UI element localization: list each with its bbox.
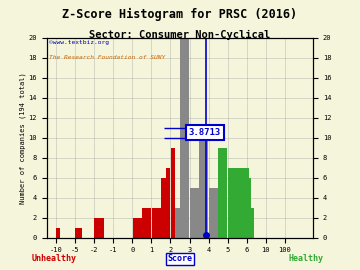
Bar (161, 178, 166, 238)
Bar (166, 168, 170, 238)
Bar (249, 178, 251, 238)
Bar (190, 188, 199, 238)
Text: ©www.textbiz.org: ©www.textbiz.org (49, 40, 109, 45)
Bar (251, 208, 254, 238)
Bar (180, 38, 189, 238)
Bar (94, 218, 104, 238)
Text: Healthy: Healthy (288, 254, 324, 263)
Bar (132, 218, 142, 238)
Text: Unhealthy: Unhealthy (32, 254, 76, 263)
Bar (237, 168, 247, 238)
Text: Z-Score Histogram for PRSC (2016): Z-Score Histogram for PRSC (2016) (62, 8, 298, 21)
Bar (175, 208, 180, 238)
Y-axis label: Number of companies (194 total): Number of companies (194 total) (19, 72, 26, 204)
Bar (171, 148, 175, 238)
Bar (142, 208, 151, 238)
Bar (247, 168, 249, 238)
Bar (209, 188, 218, 238)
Text: The Research Foundation of SUNY: The Research Foundation of SUNY (49, 55, 165, 60)
Bar (218, 148, 228, 238)
Text: 3.8713: 3.8713 (189, 128, 221, 137)
Bar (199, 138, 208, 238)
Bar (228, 168, 237, 238)
Bar (57, 228, 60, 238)
Bar (152, 208, 161, 238)
Text: Score: Score (167, 254, 193, 263)
Bar (75, 228, 82, 238)
Text: Sector: Consumer Non-Cyclical: Sector: Consumer Non-Cyclical (89, 30, 271, 40)
